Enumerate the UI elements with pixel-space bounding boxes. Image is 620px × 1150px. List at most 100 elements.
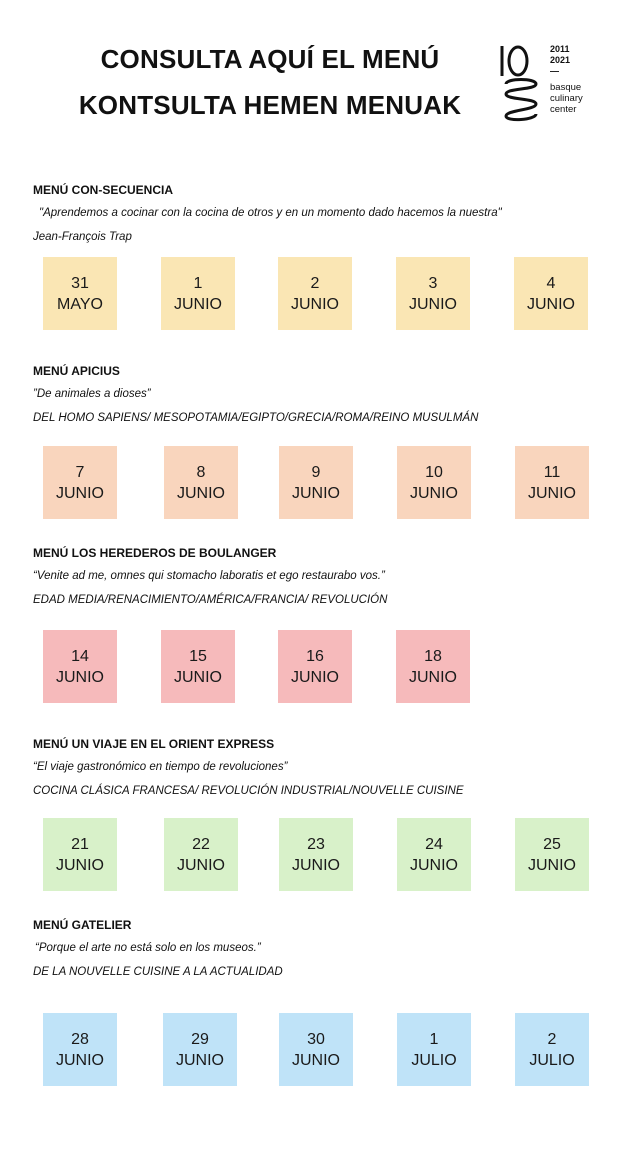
- date-month: JUNIO: [528, 484, 576, 502]
- menu-section-herederos-de-boulanger: MENÚ LOS HEREDEROS DE BOULANGER “Venite …: [33, 546, 603, 703]
- menu-subtitle: DEL HOMO SAPIENS/ MESOPOTAMIA/EGIPTO/GRE…: [33, 412, 479, 424]
- date-day: 2: [547, 1030, 557, 1048]
- date-day: 1: [193, 274, 203, 292]
- menu-title: MENÚ LOS HEREDEROS DE BOULANGER: [33, 546, 277, 560]
- logo-name-line1: basque: [550, 82, 582, 93]
- date-row: 28 JUNIO 29 JUNIO 30 JUNIO 1 JULIO 2 JULIO: [33, 1013, 603, 1088]
- menu-quote: “Porque el arte no está solo en los muse…: [35, 942, 261, 954]
- menu-quote: "Aprendemos a cocinar con la cocina de o…: [39, 207, 502, 219]
- logo-name: basque culinary center: [550, 82, 583, 115]
- date-tile[interactable]: 15 JUNIO: [161, 630, 235, 703]
- date-tile[interactable]: 23 JUNIO: [279, 818, 353, 891]
- date-month: JUNIO: [527, 295, 575, 313]
- date-tile[interactable]: 14 JUNIO: [43, 630, 117, 703]
- date-day: 28: [71, 1030, 89, 1048]
- date-month: JUNIO: [291, 668, 339, 686]
- date-month: MAYO: [57, 295, 103, 313]
- date-month: JUNIO: [410, 856, 458, 874]
- date-month: JUNIO: [176, 1051, 224, 1069]
- date-day: 3: [428, 274, 438, 292]
- date-month: JUNIO: [56, 856, 104, 874]
- date-day: 10: [425, 463, 443, 481]
- date-month: JUNIO: [174, 668, 222, 686]
- menu-quote: ”De animales a dioses”: [33, 388, 151, 400]
- date-month: JUNIO: [177, 856, 225, 874]
- date-tile[interactable]: 29 JUNIO: [163, 1013, 237, 1086]
- date-month: JUNIO: [291, 295, 339, 313]
- date-month: JUNIO: [56, 668, 104, 686]
- date-tile[interactable]: 2 JULIO: [515, 1013, 589, 1086]
- menu-section-apicius: MENÚ APICIUS ”De animales a dioses” DEL …: [33, 364, 603, 519]
- page-subtitle: KONTSULTA HEMEN MENUAK: [78, 90, 462, 120]
- basque-culinary-center-logo: [500, 45, 538, 122]
- date-day: 18: [424, 647, 442, 665]
- date-day: 2: [310, 274, 320, 292]
- date-day: 25: [543, 835, 561, 853]
- logo-name-line3: center: [550, 104, 577, 115]
- date-tile[interactable]: 1 JUNIO: [161, 257, 235, 330]
- date-tile[interactable]: 10 JUNIO: [397, 446, 471, 519]
- date-month: JUNIO: [56, 484, 104, 502]
- date-tile[interactable]: 7 JUNIO: [43, 446, 117, 519]
- date-tile[interactable]: 25 JUNIO: [515, 818, 589, 891]
- date-month: JUNIO: [174, 295, 222, 313]
- date-day: 29: [191, 1030, 209, 1048]
- menu-title: MENÚ APICIUS: [33, 364, 120, 378]
- menu-title: MENÚ CON-SECUENCIA: [33, 183, 174, 197]
- date-day: 24: [425, 835, 443, 853]
- date-tile[interactable]: 8 JUNIO: [164, 446, 238, 519]
- menu-section-con-secuencia: MENÚ CON-SECUENCIA "Aprendemos a cocinar…: [33, 183, 603, 330]
- date-row: 7 JUNIO 8 JUNIO 9 JUNIO 10 JUNIO 11 JUNIO: [33, 446, 603, 521]
- date-tile[interactable]: 22 JUNIO: [164, 818, 238, 891]
- date-month: JUNIO: [292, 856, 340, 874]
- menu-subtitle: Jean-François Trap: [33, 231, 132, 243]
- date-tile[interactable]: 4 JUNIO: [514, 257, 588, 330]
- date-month: JUNIO: [56, 1051, 104, 1069]
- menu-subtitle: COCINA CLÁSICA FRANCESA/ REVOLUCIÓN INDU…: [33, 785, 464, 797]
- date-day: 16: [306, 647, 324, 665]
- date-day: 15: [189, 647, 207, 665]
- date-tile[interactable]: 9 JUNIO: [279, 446, 353, 519]
- date-month: JULIO: [529, 1051, 575, 1069]
- date-tile[interactable]: 18 JUNIO: [396, 630, 470, 703]
- date-month: JUNIO: [292, 484, 340, 502]
- page-title: CONSULTA AQUÍ EL MENÚ: [100, 44, 440, 74]
- date-day: 23: [307, 835, 325, 853]
- date-month: JUNIO: [292, 1051, 340, 1069]
- date-month: JUNIO: [528, 856, 576, 874]
- menu-title: MENÚ UN VIAJE EN EL ORIENT EXPRESS: [33, 737, 275, 751]
- date-month: JUNIO: [409, 668, 457, 686]
- date-tile[interactable]: 28 JUNIO: [43, 1013, 117, 1086]
- menu-quote: “Venite ad me, omnes qui stomacho labora…: [33, 570, 385, 582]
- menu-section-orient-express: MENÚ UN VIAJE EN EL ORIENT EXPRESS “El v…: [33, 737, 603, 891]
- date-day: 8: [196, 463, 206, 481]
- menu-section-gatelier: MENÚ GATELIER “Porque el arte no está so…: [33, 918, 603, 1086]
- date-tile[interactable]: 30 JUNIO: [279, 1013, 353, 1086]
- date-tile[interactable]: 24 JUNIO: [397, 818, 471, 891]
- logo-name-line2: culinary: [550, 93, 583, 104]
- logo-dash: —: [550, 66, 559, 76]
- date-day: 1: [429, 1030, 439, 1048]
- date-tile[interactable]: 21 JUNIO: [43, 818, 117, 891]
- date-day: 21: [71, 835, 89, 853]
- date-day: 22: [192, 835, 210, 853]
- logo-year-start: 2011: [550, 44, 570, 54]
- date-tile[interactable]: 31 MAYO: [43, 257, 117, 330]
- date-tile[interactable]: 2 JUNIO: [278, 257, 352, 330]
- date-month: JUNIO: [410, 484, 458, 502]
- menu-title: MENÚ GATELIER: [33, 918, 132, 932]
- menu-quote: “El viaje gastronómico en tiempo de revo…: [33, 761, 288, 773]
- date-month: JUNIO: [177, 484, 225, 502]
- date-tile[interactable]: 11 JUNIO: [515, 446, 589, 519]
- logo-years: 2011 2021 —: [550, 44, 570, 77]
- menu-subtitle: EDAD MEDIA/RENACIMIENTO/AMÉRICA/FRANCIA/…: [33, 594, 388, 606]
- logo-year-end: 2021: [550, 55, 571, 65]
- date-tile[interactable]: 3 JUNIO: [396, 257, 470, 330]
- date-month: JUNIO: [409, 295, 457, 313]
- date-day: 9: [311, 463, 321, 481]
- date-tile[interactable]: 16 JUNIO: [278, 630, 352, 703]
- date-day: 11: [543, 463, 561, 481]
- date-row: 21 JUNIO 22 JUNIO 23 JUNIO 24 JUNIO 25 JUNIO: [33, 818, 603, 893]
- date-day: 31: [71, 274, 89, 292]
- date-tile[interactable]: 1 JULIO: [397, 1013, 471, 1086]
